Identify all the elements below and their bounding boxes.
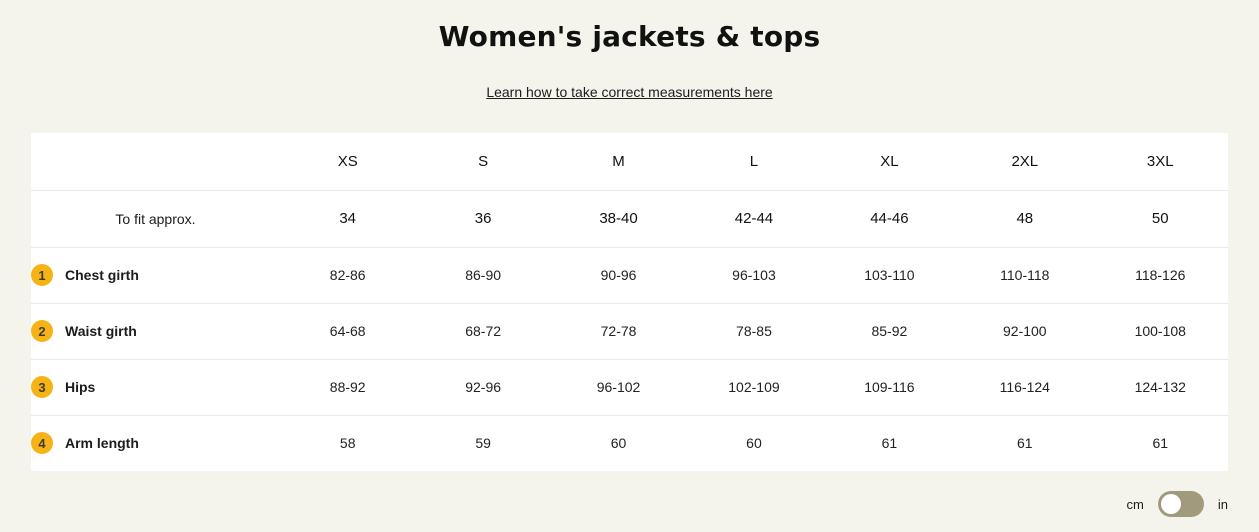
measurement-cell: 60	[610, 435, 627, 452]
measurement-cell: 86-90	[465, 267, 502, 283]
row-number-badge: 2	[31, 320, 53, 342]
unit-toggle-row: cm in	[0, 491, 1228, 517]
row-label: Hips	[65, 379, 96, 395]
row-label: Arm length	[65, 435, 139, 452]
measurement-cell: 68-72	[465, 323, 502, 339]
fit-value: 38-40	[599, 210, 638, 227]
table-row-arm-length: 4 Arm length 58 59 60 60 61 61 61	[31, 415, 1228, 471]
size-column-header-s: S	[478, 152, 489, 170]
fit-approx-label: To fit approx.	[115, 210, 196, 227]
row-label: Waist girth	[65, 323, 137, 339]
measurement-cell: 90-96	[600, 267, 637, 283]
toggle-knob	[1160, 494, 1181, 514]
measurement-cell: 58	[339, 435, 356, 452]
measurement-cell: 88-92	[329, 379, 366, 395]
table-row-waist-girth: 2 Waist girth 64-68 68-72 72-78 78-85 85…	[31, 303, 1228, 359]
measurement-cell: 96-103	[732, 267, 776, 283]
measurement-cell: 103-110	[864, 267, 915, 283]
size-chart-card: XS S M L XL 2XL 3XL To fit approx. 34 36…	[31, 133, 1228, 471]
measurement-cell: 124-132	[1134, 379, 1186, 395]
size-header-spacer	[31, 133, 280, 190]
table-row-chest-girth: 1 Chest girth 82-86 86-90 90-96 96-103 1…	[31, 247, 1228, 303]
measurement-cell: 102-109	[728, 379, 780, 395]
measurement-cell: 92-96	[465, 379, 502, 395]
measurement-cell: 61	[1017, 435, 1033, 452]
measurement-cell: 109-116	[864, 379, 915, 395]
size-column-header-xl: XL	[880, 152, 899, 170]
row-number-badge: 4	[31, 432, 53, 455]
size-column-header-m: M	[612, 152, 625, 170]
page-title: Women's jackets & tops	[438, 20, 821, 53]
measurement-cell: 64-68	[329, 323, 366, 339]
fit-value: 34	[339, 210, 357, 227]
row-number-badge: 1	[31, 264, 53, 286]
size-column-header-xs: XS	[337, 152, 358, 170]
unit-label-cm: cm	[1126, 496, 1144, 512]
row-label-cell: 1 Chest girth	[31, 247, 280, 303]
row-label-cell: 4 Arm length	[31, 415, 280, 471]
measurement-cell: 92-100	[1003, 323, 1047, 339]
row-number-badge: 3	[31, 376, 53, 398]
measurement-cell: 61	[1152, 435, 1169, 452]
fit-value: 44-46	[870, 210, 909, 227]
row-label-cell: 2 Waist girth	[31, 303, 280, 359]
measurement-cell: 110-118	[1000, 267, 1050, 283]
measurement-cell: 116-124	[999, 379, 1050, 395]
fit-value: 42-44	[734, 210, 774, 227]
measurement-cell: 85-92	[871, 323, 908, 339]
measurement-cell: 78-85	[736, 323, 772, 339]
measurement-cell: 118-126	[1135, 267, 1186, 283]
row-label: Chest girth	[65, 267, 139, 283]
measurement-cell: 59	[475, 435, 491, 452]
fit-value: 48	[1016, 210, 1034, 227]
measurement-cell: 96-102	[596, 379, 641, 395]
unit-label-in: in	[1217, 496, 1228, 512]
row-label-cell: 3 Hips	[31, 359, 280, 415]
size-table: XS S M L XL 2XL 3XL To fit approx. 34 36…	[31, 133, 1228, 471]
size-column-header-3xl: 3XL	[1146, 152, 1174, 170]
size-column-header-l: L	[749, 152, 759, 170]
fit-approx-row: To fit approx. 34 36 38-40 42-44 44-46 4…	[31, 190, 1228, 247]
fit-value: 36	[474, 210, 492, 227]
measurements-link[interactable]: Learn how to take correct measurements h…	[486, 84, 773, 100]
measurement-cell: 60	[746, 435, 762, 452]
unit-toggle-switch[interactable]	[1157, 491, 1204, 517]
measurement-cell: 82-86	[329, 267, 366, 283]
table-row-hips: 3 Hips 88-92 92-96 96-102 102-109 109-11…	[31, 359, 1228, 415]
measurement-cell: 72-78	[600, 323, 637, 339]
measurement-cell: 100-108	[1134, 323, 1186, 339]
size-column-header-2xl: 2XL	[1011, 152, 1039, 170]
measurements-link-row: Learn how to take correct measurements h…	[0, 84, 1259, 102]
size-header-row: XS S M L XL 2XL 3XL	[31, 133, 1228, 190]
fit-value: 50	[1151, 210, 1169, 227]
measurement-cell: 61	[881, 435, 898, 452]
